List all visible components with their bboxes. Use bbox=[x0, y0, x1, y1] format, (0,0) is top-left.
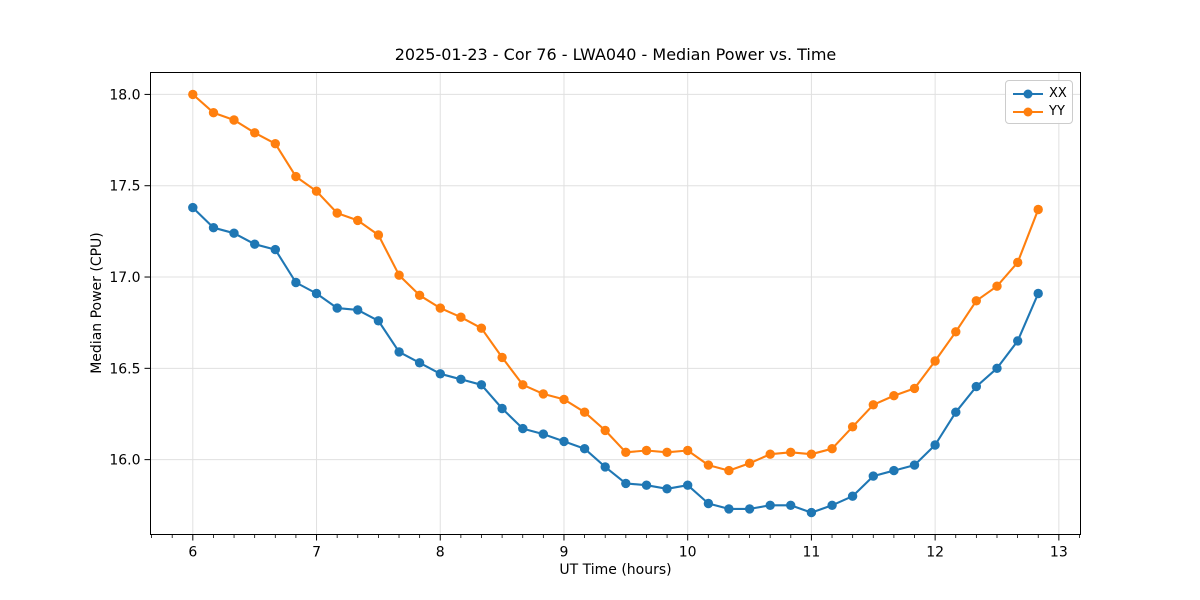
svg-text:9: 9 bbox=[560, 545, 569, 561]
svg-text:6: 6 bbox=[188, 545, 197, 561]
svg-text:11: 11 bbox=[802, 545, 820, 561]
legend-line-marker-icon bbox=[1013, 88, 1043, 99]
legend: XX YY bbox=[1005, 80, 1073, 124]
svg-text:18.0: 18.0 bbox=[109, 87, 140, 103]
svg-text:10: 10 bbox=[679, 545, 697, 561]
svg-text:13: 13 bbox=[1050, 545, 1068, 561]
svg-text:7: 7 bbox=[312, 545, 321, 561]
svg-text:16.5: 16.5 bbox=[109, 361, 140, 377]
y-axis-label: Median Power (CPU) bbox=[89, 232, 105, 374]
legend-item-yy: YY bbox=[1013, 104, 1065, 119]
legend-item-xx: XX bbox=[1013, 86, 1067, 101]
svg-text:16.0: 16.0 bbox=[109, 453, 140, 469]
chart-title: 2025-01-23 - Cor 76 - LWA040 - Median Po… bbox=[394, 45, 837, 64]
svg-text:12: 12 bbox=[926, 545, 944, 561]
legend-label-xx: XX bbox=[1049, 86, 1067, 101]
svg-text:17.0: 17.0 bbox=[109, 270, 140, 286]
legend-label-yy: YY bbox=[1049, 104, 1065, 119]
svg-text:17.5: 17.5 bbox=[109, 179, 140, 195]
svg-text:8: 8 bbox=[436, 545, 445, 561]
legend-line-marker-icon bbox=[1013, 106, 1043, 117]
x-axis-label: UT Time (hours) bbox=[559, 562, 672, 578]
